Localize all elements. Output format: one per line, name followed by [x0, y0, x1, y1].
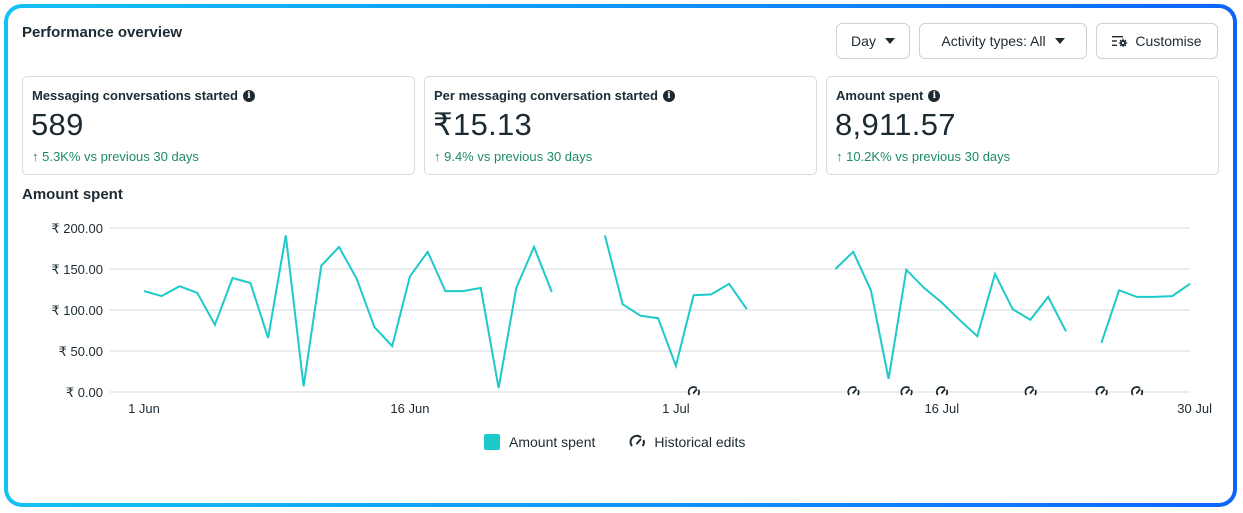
x-axis-ticks: 1 Jun 16 Jun 1 Jul 16 Jul 30 Jul [128, 401, 1212, 416]
data-point [355, 277, 359, 281]
historical-edit-icon[interactable] [1023, 385, 1037, 398]
data-point [195, 291, 199, 295]
y-tick-label: ₹ 50.00 [59, 344, 103, 359]
data-point [1153, 295, 1157, 299]
edit-icon-arc [946, 390, 947, 395]
data-point [656, 316, 660, 320]
y-tick-label: ₹ 100.00 [51, 303, 103, 318]
data-point [178, 284, 182, 288]
data-point [904, 268, 908, 272]
data-point [869, 288, 873, 292]
y-axis-ticks: ₹ 0.00 ₹ 50.00 ₹ 100.00 ₹ 150.00 ₹ 200.00 [51, 221, 103, 400]
data-point [851, 250, 855, 254]
data-point [461, 289, 465, 293]
edit-icon-arc [1035, 390, 1036, 395]
edit-icon-arc [911, 390, 912, 395]
data-point [692, 293, 696, 297]
data-point [993, 272, 997, 276]
series-lines [142, 233, 1192, 390]
historical-edit-icon[interactable] [1094, 385, 1108, 398]
data-point [532, 245, 536, 249]
series-line-segment [144, 235, 552, 388]
data-point [373, 325, 377, 329]
data-point [497, 386, 501, 390]
data-point [1011, 307, 1015, 311]
data-point [231, 276, 235, 280]
historical-edits-icon [629, 434, 647, 450]
edit-icon-arc [858, 390, 859, 395]
data-point [745, 307, 749, 311]
data-point [958, 318, 962, 322]
data-point [887, 377, 891, 381]
data-point [266, 336, 270, 340]
x-tick-label: 30 Jul [1177, 401, 1212, 416]
data-point [674, 364, 678, 368]
data-point [1117, 288, 1121, 292]
series-line-segment [1101, 284, 1190, 343]
data-point [1188, 282, 1192, 286]
data-point [319, 264, 323, 268]
historical-edit-icon[interactable] [899, 385, 913, 398]
data-point [479, 286, 483, 290]
data-point [443, 289, 447, 293]
y-tick-label: ₹ 150.00 [51, 262, 103, 277]
data-point [975, 334, 979, 338]
data-point [727, 282, 731, 286]
data-point [1099, 341, 1103, 345]
data-point [160, 294, 164, 298]
data-point [1064, 329, 1068, 333]
data-point [940, 301, 944, 305]
data-point [550, 290, 554, 294]
historical-edit-icon[interactable] [687, 385, 701, 398]
legend-swatch [484, 434, 500, 450]
legend-item-historical-edits[interactable]: Historical edits [629, 434, 745, 450]
data-point [621, 302, 625, 306]
x-tick-label: 16 Jun [390, 401, 429, 416]
historical-edit-icon[interactable] [846, 385, 860, 398]
legend-item-amount-spent[interactable]: Amount spent [484, 434, 595, 450]
data-point [1170, 294, 1174, 298]
historical-edit-icon[interactable] [1130, 385, 1144, 398]
x-tick-label: 1 Jul [662, 401, 690, 416]
series-line-segment [605, 235, 747, 365]
y-tick-label: ₹ 0.00 [66, 385, 103, 400]
data-point [302, 384, 306, 388]
data-point [603, 233, 607, 237]
data-point [833, 267, 837, 271]
amount-spent-chart[interactable]: ₹ 0.00 ₹ 50.00 ₹ 100.00 ₹ 150.00 ₹ 200.00 1 … [0, 0, 1243, 430]
data-point [213, 323, 217, 327]
chart-legend: Amount spent Historical edits [484, 434, 745, 450]
data-point [709, 292, 713, 296]
edit-icon-arc [1106, 390, 1107, 395]
edit-icon-arc [698, 390, 699, 395]
data-point [638, 314, 642, 318]
data-point [1046, 295, 1050, 299]
data-point [390, 344, 394, 348]
data-point [1028, 318, 1032, 322]
data-point [284, 233, 288, 237]
data-point [142, 289, 146, 293]
data-point [1135, 295, 1139, 299]
data-point [514, 286, 518, 290]
data-point [922, 286, 926, 290]
historical-edit-icon[interactable] [935, 385, 949, 398]
y-tick-label: ₹ 200.00 [51, 221, 103, 236]
data-point [248, 281, 252, 285]
x-tick-label: 16 Jul [924, 401, 959, 416]
series-line-segment [835, 252, 1066, 379]
x-tick-label: 1 Jun [128, 401, 160, 416]
legend-label: Historical edits [654, 434, 745, 450]
legend-label: Amount spent [509, 434, 595, 450]
edit-icon-arc [1141, 390, 1142, 395]
data-point [426, 250, 430, 254]
data-point [408, 274, 412, 278]
data-point [337, 245, 341, 249]
